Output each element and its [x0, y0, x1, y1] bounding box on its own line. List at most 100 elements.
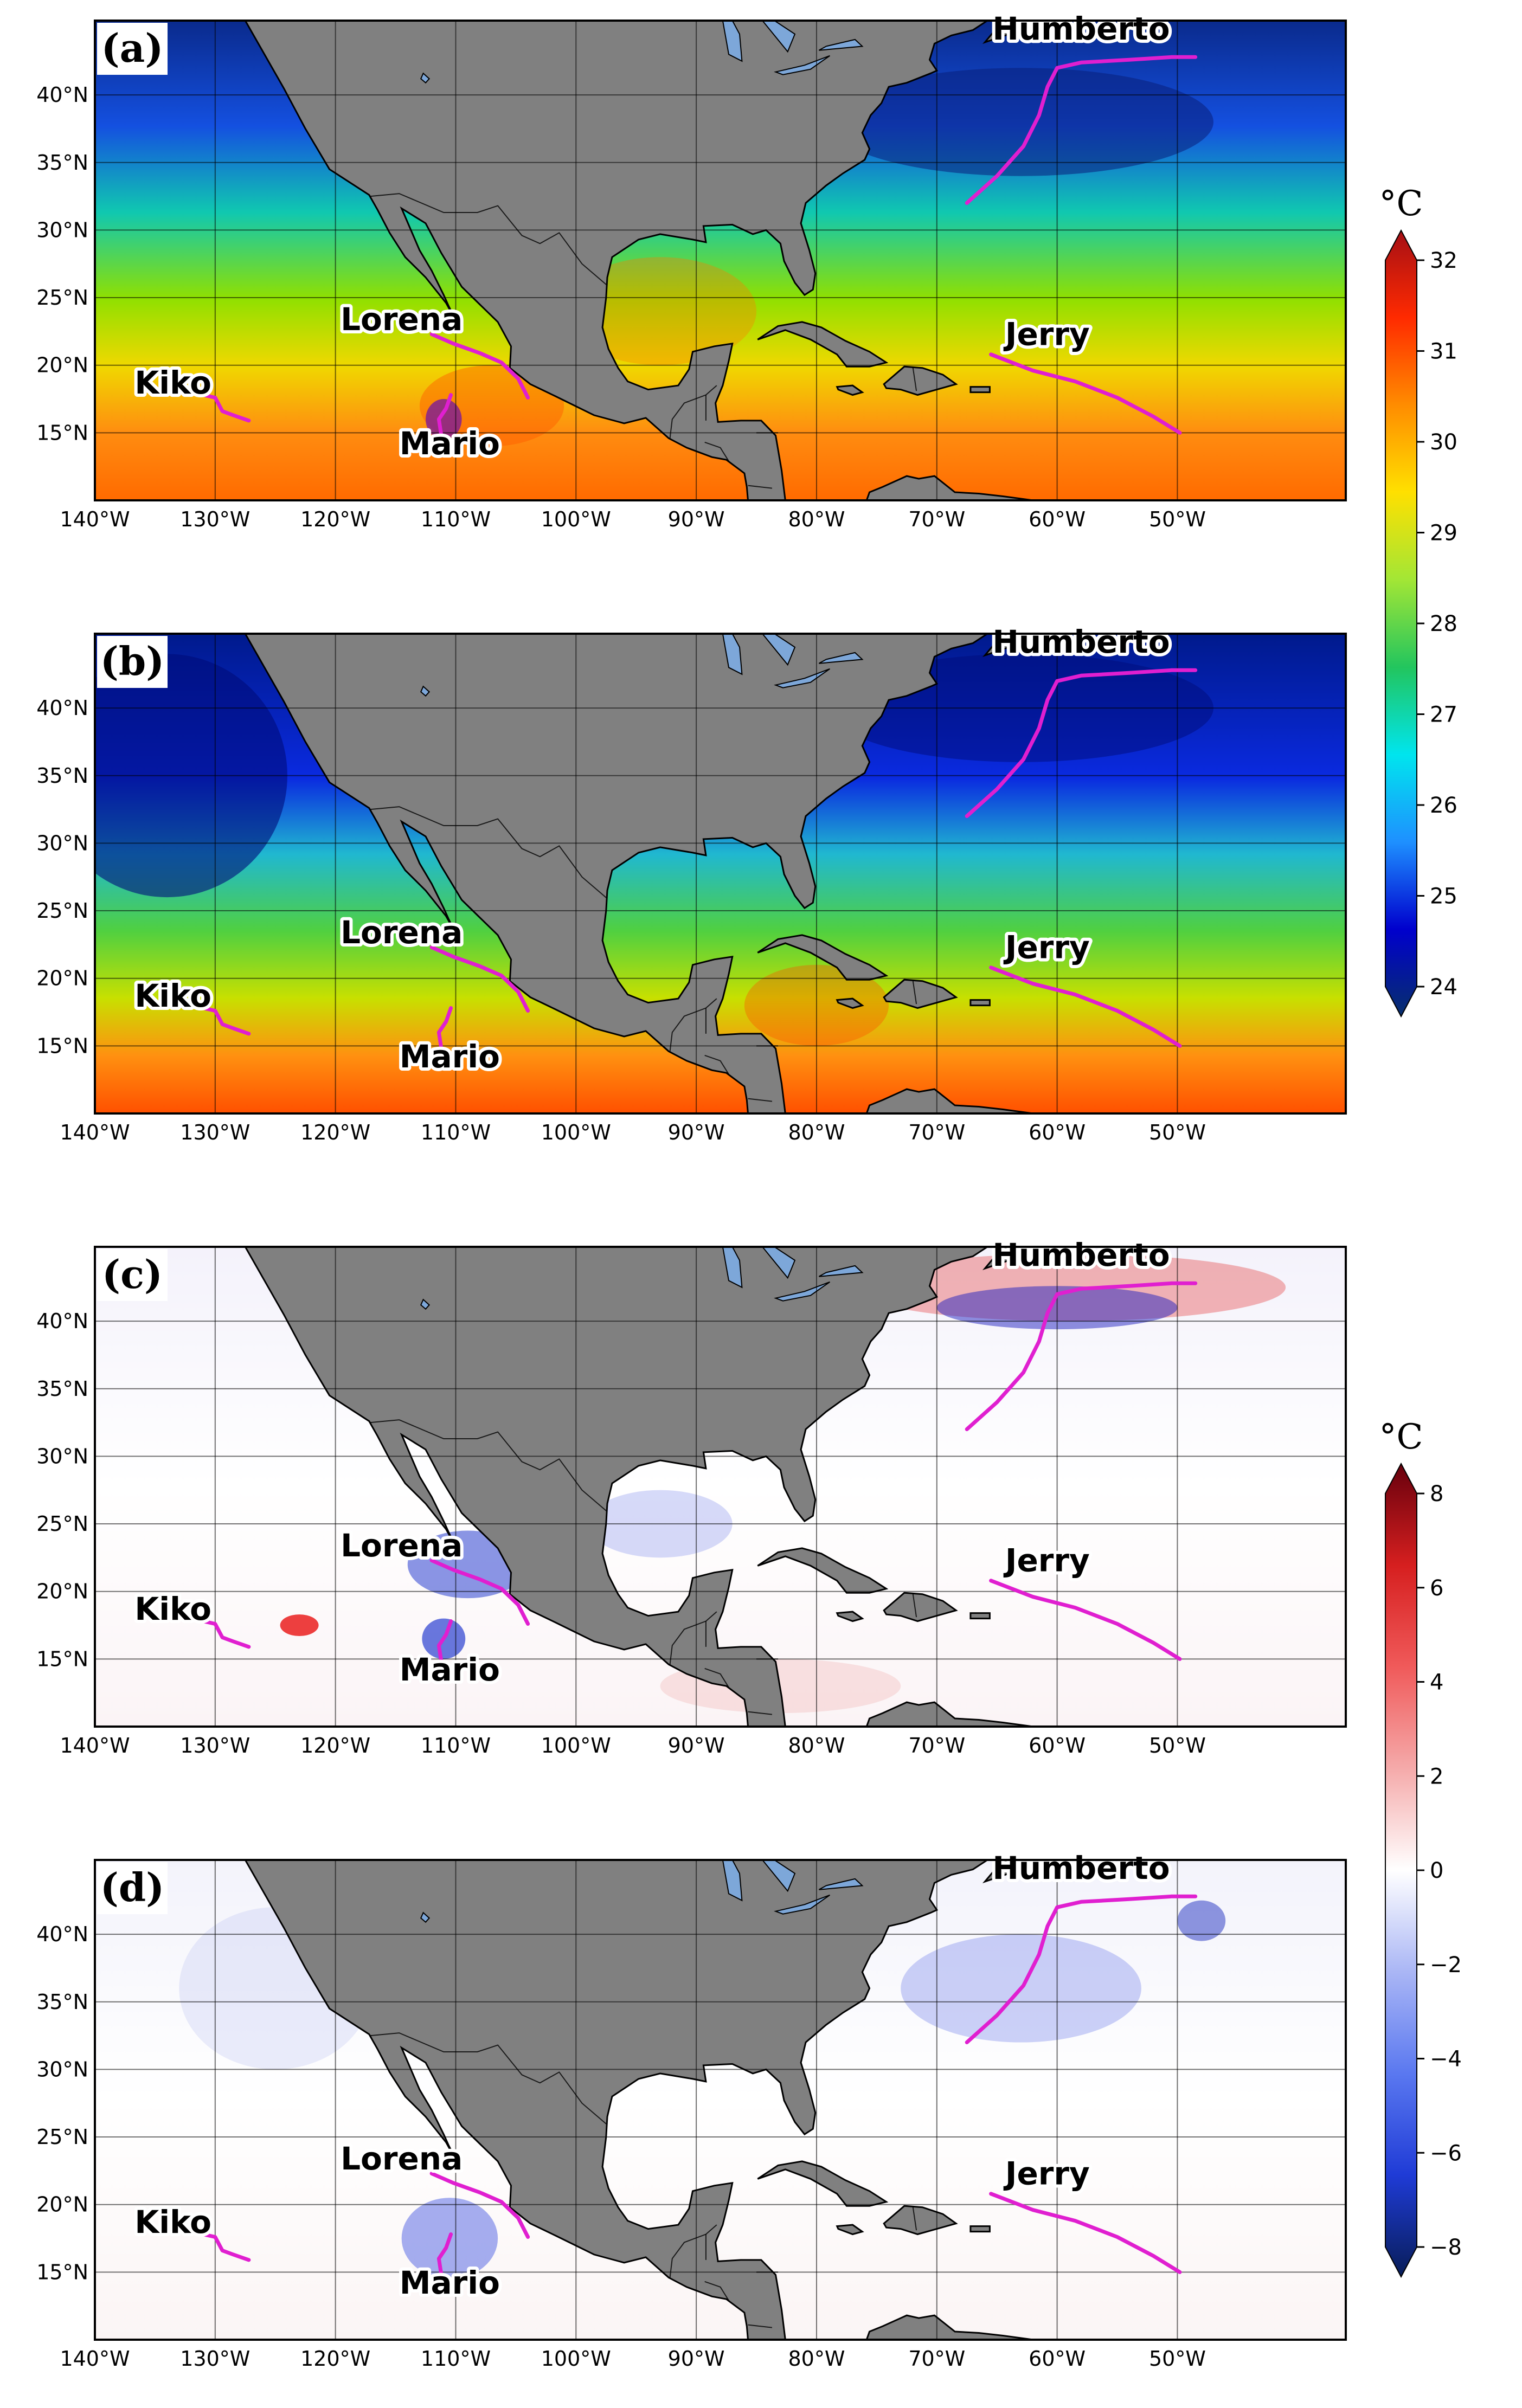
panel-label: (a): [101, 25, 164, 71]
land-mass: [244, 21, 989, 500]
storm-label-humberto: Humberto: [992, 1850, 1170, 1887]
colorbar-tick-label: 6: [1430, 1576, 1443, 1601]
colorbar-scale: [1385, 1462, 1417, 2278]
lake: [818, 652, 864, 664]
longitude-tick-label: 50°W: [1149, 1734, 1206, 1757]
land-mass: [792, 475, 1033, 500]
land-mass: [969, 999, 991, 1007]
country-border: [704, 2281, 729, 2301]
latitude-tick-label: 30°N: [36, 218, 88, 242]
lake: [420, 1298, 431, 1310]
storm-track: [989, 2192, 1182, 2274]
longitude-tick-label: 80°W: [788, 1121, 845, 1144]
longitude-tick-label: 100°W: [541, 2347, 611, 2371]
storm-track: [429, 1558, 530, 1626]
latitude-tick-label: 40°N: [36, 696, 88, 720]
longitude-tick-label: 130°W: [180, 507, 250, 531]
latitude-tick-label: 20°N: [36, 967, 88, 990]
latitude-tick-label: 25°N: [36, 1512, 88, 1536]
country-border: [370, 193, 608, 286]
lake: [818, 38, 864, 51]
longitude-tick-label: 60°W: [1029, 2347, 1086, 2371]
land-mass: [982, 21, 1047, 44]
storm-label-jerry: Jerry: [1003, 1542, 1090, 1579]
lake: [761, 1247, 796, 1279]
latitude-tick-label: 40°N: [36, 1922, 88, 1946]
storm-label-lorena: Lorena: [341, 914, 463, 951]
country-border: [748, 2324, 773, 2328]
panel-label: (b): [100, 638, 164, 684]
storm-label-jerry: Jerry: [1003, 929, 1090, 965]
latitude-tick-label: 30°N: [36, 2057, 88, 2081]
longitude-tick-label: 140°W: [60, 1121, 130, 1144]
longitude-tick-label: 90°W: [668, 2347, 725, 2371]
storm-label-humberto: Humberto: [992, 1237, 1170, 1273]
land-mass: [836, 2224, 864, 2236]
lake: [722, 21, 743, 62]
latitude-tick-label: 35°N: [36, 764, 88, 788]
ocean-feature: [1177, 1900, 1226, 1941]
country-border: [704, 1667, 729, 1688]
country-border: [912, 1593, 917, 1618]
longitude-tick-label: 80°W: [788, 507, 845, 531]
longitude-tick-label: 140°W: [60, 507, 130, 531]
panel-label: (d): [100, 1864, 164, 1910]
colorbar-tick-label: −8: [1430, 2235, 1462, 2260]
lake: [672, 0, 744, 14]
country-border: [912, 2206, 917, 2231]
lake: [722, 1247, 743, 1289]
colorbar-2: °C 8 6 4 2 0 −2 −4 −6 −8: [1379, 1417, 1462, 2278]
land-mass: [757, 321, 889, 368]
longitude-tick-label: 110°W: [421, 507, 491, 531]
storm-track: [429, 332, 530, 400]
map-contents: [95, 1220, 1346, 1727]
panel-label-box: [97, 23, 168, 75]
lake: [672, 1220, 744, 1240]
land-mass: [982, 1247, 1047, 1271]
lake: [672, 1833, 744, 1853]
colorbar-unit: °C: [1379, 1417, 1423, 1457]
longitude-tick-label: 80°W: [788, 1734, 845, 1757]
longitude-tick-label: 140°W: [60, 2347, 130, 2371]
land-mass: [836, 1611, 864, 1622]
lake: [420, 1911, 431, 1923]
land-mass: [982, 634, 1047, 658]
storm-label-lorena: Lorena: [341, 2140, 463, 2177]
storm-track: [989, 1579, 1182, 1661]
colorbar-tick-label: 31: [1430, 339, 1457, 364]
storm-track: [429, 2171, 530, 2239]
longitude-tick-label: 120°W: [300, 507, 370, 531]
lake: [774, 668, 830, 688]
colorbar-tick-label: 0: [1430, 1858, 1443, 1883]
longitude-tick-label: 100°W: [541, 1121, 611, 1144]
latitude-tick-label: 30°N: [36, 831, 88, 855]
storm-track: [989, 352, 1182, 435]
land-mass: [244, 1860, 989, 2340]
latitude-tick-label: 15°N: [36, 2260, 88, 2284]
storm-label-kiko: Kiko: [134, 2204, 211, 2240]
longitude-tick-label: 130°W: [180, 1734, 250, 1757]
storm-track: [201, 1006, 251, 1036]
longitude-tick-label: 130°W: [180, 1121, 250, 1144]
latitude-tick-label: 15°N: [36, 1647, 88, 1671]
longitude-tick-label: 50°W: [1149, 1121, 1206, 1144]
colorbar-tick-label: 30: [1430, 430, 1457, 455]
country-border: [704, 441, 729, 462]
latitude-tick-label: 40°N: [36, 83, 88, 107]
longitude-tick-label: 140°W: [60, 1734, 130, 1757]
storm-track: [965, 1281, 1198, 1431]
lake: [818, 1878, 864, 1890]
colorbar-unit: °C: [1379, 184, 1423, 224]
longitude-tick-label: 90°W: [668, 1734, 725, 1757]
colorbar-tick-label: 27: [1430, 703, 1457, 727]
land-mass: [792, 1088, 1033, 1113]
map-frame: [94, 1246, 1347, 1728]
colorbar-tick-label: 26: [1430, 793, 1457, 818]
colorbar-1: °C 32 31 30 29 28 27 26 25 24: [1379, 184, 1457, 1018]
lake: [818, 1265, 864, 1277]
longitude-tick-label: 110°W: [421, 1734, 491, 1757]
longitude-tick-label: 100°W: [541, 1734, 611, 1757]
longitude-tick-label: 50°W: [1149, 507, 1206, 531]
latitude-tick-label: 40°N: [36, 1309, 88, 1333]
